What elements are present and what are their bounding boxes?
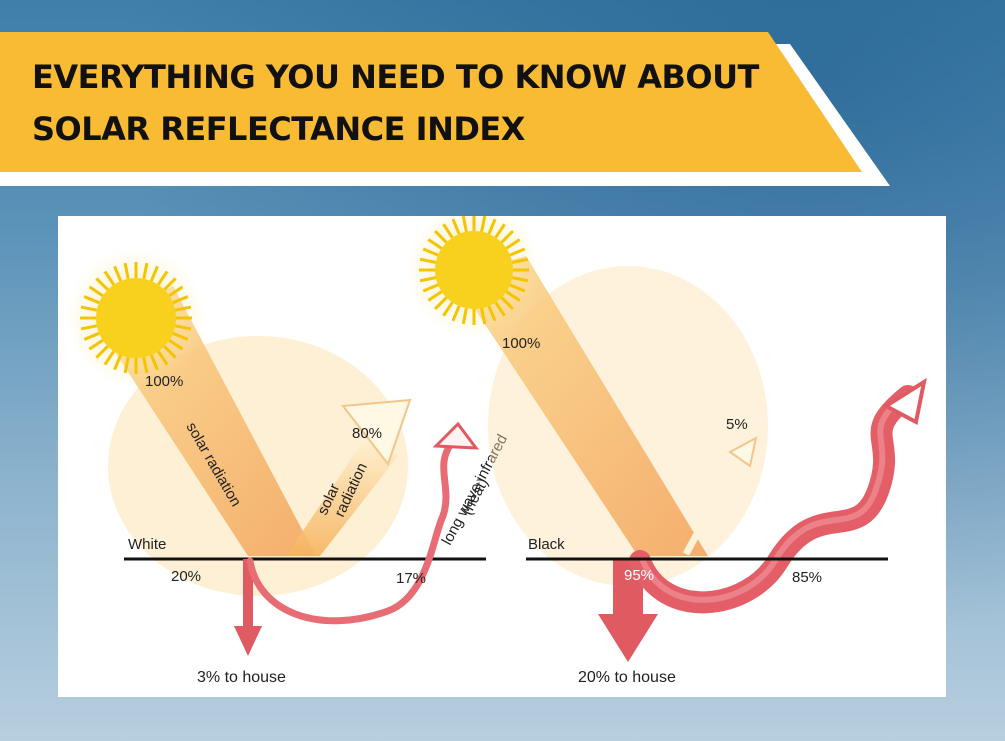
sun-ray xyxy=(142,262,149,280)
black-sun-icon xyxy=(406,216,542,338)
black-emitted-pct: 85% xyxy=(792,569,822,586)
white-sun-icon xyxy=(66,248,206,388)
white-to-house: 3% to house xyxy=(197,669,286,686)
white-heat-arrowhead xyxy=(432,421,480,450)
page-title-line-2: SOLAR REFLECTANCE INDEX xyxy=(32,110,525,148)
sun-ray xyxy=(80,324,98,331)
sun-ray xyxy=(172,295,189,305)
sun-ray xyxy=(434,230,448,244)
sun-ray xyxy=(511,257,529,264)
sun-ray xyxy=(123,356,130,374)
sun-ray xyxy=(156,350,169,366)
sun-ray xyxy=(83,295,100,305)
sun-ray xyxy=(172,331,189,341)
sun-ray xyxy=(511,276,529,283)
sun-ray xyxy=(461,307,468,325)
sun-ray xyxy=(113,354,123,371)
sun-ray xyxy=(442,301,454,317)
black-heat-arrowhead xyxy=(882,377,927,426)
sun-ray xyxy=(500,230,514,244)
sun-ray xyxy=(80,305,98,312)
sun-ray xyxy=(149,265,159,282)
sun-ray xyxy=(509,283,526,293)
sri-diagram: 100% solar radiation 80% solar radiation… xyxy=(58,216,946,697)
white-reflected-arrowhead xyxy=(341,398,412,467)
sun-ray xyxy=(487,305,497,322)
white-reflected-pct: 80% xyxy=(352,425,382,442)
sun-ray xyxy=(480,216,487,233)
sun-ray xyxy=(509,247,526,257)
white-roof-diagram: 100% solar radiation 80% solar radiation… xyxy=(66,248,511,686)
black-reflected-arrowhead xyxy=(728,436,758,468)
sun-ray xyxy=(442,223,454,239)
sun-ray xyxy=(95,345,109,359)
sun-ray xyxy=(113,265,123,282)
sun-ray xyxy=(174,305,192,312)
sun-ray xyxy=(163,277,177,291)
black-incoming-pct: 100% xyxy=(502,335,540,352)
black-reflected-pct: 5% xyxy=(726,416,748,433)
white-incoming-pct: 100% xyxy=(145,373,183,390)
sun-ray xyxy=(422,283,439,293)
black-surface-label: Black xyxy=(528,536,565,553)
black-absorbed-pct: 95% xyxy=(624,567,654,584)
white-emitted-pct: 17% xyxy=(396,570,426,587)
sun-ray xyxy=(494,301,506,317)
sun-ray xyxy=(103,350,116,366)
sun-ray xyxy=(168,285,184,298)
sun-ray xyxy=(427,238,443,250)
black-to-house: 20% to house xyxy=(578,669,676,686)
sun-ray xyxy=(419,257,437,264)
sun-ray xyxy=(427,290,443,302)
black-reflected-beam xyxy=(682,446,748,556)
sun-ray xyxy=(168,338,184,351)
sun-ray xyxy=(422,247,439,257)
sun-ray xyxy=(142,356,149,374)
sun-ray xyxy=(434,296,448,310)
white-absorbed-pct: 20% xyxy=(171,568,201,585)
sun-ray xyxy=(88,338,104,351)
sun-ray xyxy=(505,290,521,302)
sun-ray xyxy=(505,238,521,250)
sun-ray xyxy=(123,262,130,280)
black-incoming-beam xyxy=(453,256,708,556)
sun-ray xyxy=(461,216,468,233)
sun-ray xyxy=(487,218,497,235)
sun-ray xyxy=(95,277,109,291)
sun-ray xyxy=(480,307,487,325)
sun-ray xyxy=(83,331,100,341)
white-surface-label: White xyxy=(128,536,166,553)
sun-ray xyxy=(451,218,461,235)
sun-ray xyxy=(500,296,514,310)
sun-ray xyxy=(494,223,506,239)
white-heat-ribbon xyxy=(246,437,457,625)
sun-ray xyxy=(156,270,169,286)
title-banner: EVERYTHING YOU NEED TO KNOW ABOUT SOLAR … xyxy=(0,0,1005,200)
sun-ray xyxy=(163,345,177,359)
sun-ray xyxy=(103,270,116,286)
sun-ray xyxy=(149,354,159,371)
page-title-line-1: EVERYTHING YOU NEED TO KNOW ABOUT xyxy=(32,58,759,96)
sun-ray xyxy=(419,276,437,283)
black-roof-diagram: 100% 5% Black 95% 85% 20% to house xyxy=(406,216,927,686)
sun-ray xyxy=(88,285,104,298)
white-house-arrow xyxy=(234,559,262,656)
sun-ray xyxy=(174,324,192,331)
sun-ray xyxy=(451,305,461,322)
white-reflected-beam xyxy=(286,434,398,556)
